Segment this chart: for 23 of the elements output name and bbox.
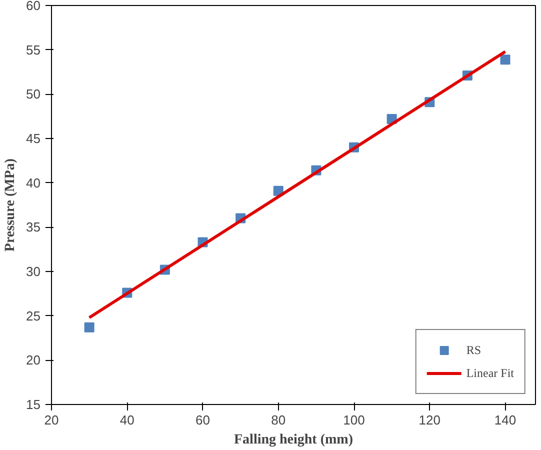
y-tick-label: 40 — [26, 175, 41, 190]
x-tick-label: 140 — [494, 412, 516, 428]
x-tick-label: 20 — [44, 412, 59, 428]
y-tick-label: 25 — [26, 308, 41, 324]
y-tick-label: 45 — [26, 131, 41, 146]
legend-label: RS — [466, 342, 482, 358]
y-tick-label: 50 — [26, 86, 41, 102]
point — [500, 54, 510, 65]
x-axis-title: Falling height (mm) — [234, 432, 354, 448]
legend-label: Linear Fit — [466, 366, 514, 380]
y-tick-label: 30 — [26, 264, 41, 279]
x-tick-label: 80 — [271, 412, 286, 428]
x-tick-label: 100 — [343, 412, 365, 428]
y-tick-label: 20 — [26, 352, 41, 368]
x-tick-label: 120 — [418, 412, 440, 428]
y-tick-label: 15 — [26, 397, 41, 412]
y-tick-label: 35 — [26, 220, 41, 235]
x-tick-label: 60 — [196, 412, 210, 428]
point — [84, 322, 94, 332]
y-axis-title: Pressure (MPa) — [3, 158, 18, 252]
x-tick-label: 40 — [120, 412, 134, 428]
y-tick-label: 60 — [26, 0, 41, 13]
y-tick-label: 55 — [26, 42, 41, 58]
